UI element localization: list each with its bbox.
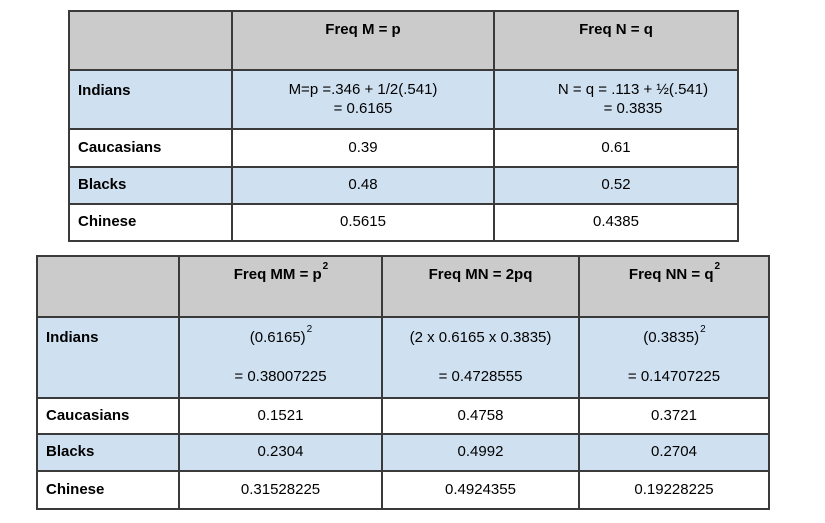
row-label: Blacks [36,433,180,472]
row-label: Indians [68,69,233,130]
value-cell: (0.3835)2 = 0.14707225 [578,316,770,399]
table-row-caucasians: Caucasians 0.39 0.61 [68,128,739,168]
column-header-freq-mn: Freq MN = 2pq [381,255,580,318]
result-line: = 0.3835 [603,99,663,117]
value-cell: 0.1521 [178,397,383,435]
result-line: = 0.38007225 [234,367,327,385]
result-line: = 0.4728555 [438,367,523,385]
corner-cell [68,10,233,71]
row-label: Caucasians [36,397,180,435]
value-cell: 0.2304 [178,433,383,472]
row-label: Indians [36,316,180,399]
value-cell: 0.3721 [578,397,770,435]
table-header-row: Freq M = p Freq N = q [68,10,739,71]
formula-line: (0.6165)2 [249,323,313,346]
table-row-indians: Indians (0.6165)2 = 0.38007225 (2 x 0.61… [36,316,770,399]
value-cell: 0.5615 [231,203,495,242]
table-header-row: Freq MM = p2 Freq MN = 2pq Freq NN = q2 [36,255,770,318]
table-row-caucasians: Caucasians 0.1521 0.4758 0.3721 [36,397,770,435]
corner-cell [36,255,180,318]
column-header-freq-n: Freq N = q [493,10,739,71]
table-row-blacks: Blacks 0.2304 0.4992 0.2704 [36,433,770,472]
superscript: 2 [714,261,721,272]
superscript: 2 [306,323,313,335]
value-cell: 0.52 [493,166,739,205]
value-cell: M=p =.346 + 1/2(.541) = 0.6165 [231,69,495,130]
superscript: 2 [700,323,706,335]
value-cell: 0.48 [231,166,495,205]
value-cell: N = q = .113 + ½(.541) = 0.3835 [493,69,739,130]
value-cell: 0.19228225 [578,470,770,510]
row-label: Chinese [36,470,180,510]
value-cell: 0.61 [493,128,739,168]
superscript: 2 [322,261,329,272]
table-row-chinese: Chinese 0.5615 0.4385 [68,203,739,242]
value-cell: 0.2704 [578,433,770,472]
result-line: = 0.14707225 [627,367,721,385]
value-cell: 0.39 [231,128,495,168]
result-line: = 0.6165 [333,99,393,117]
formula-line: N = q = .113 + ½(.541) [557,80,709,98]
row-label: Chinese [68,203,233,242]
table-row-chinese: Chinese 0.31528225 0.4924355 0.19228225 [36,470,770,510]
allele-frequency-table: Freq M = p Freq N = q Indians M=p =.346 … [68,10,739,242]
formula-line: (2 x 0.6165 x 0.3835) [409,328,552,346]
formula-line: (0.3835)2 [643,323,706,346]
table-row-blacks: Blacks 0.48 0.52 [68,166,739,205]
column-header-freq-m: Freq M = p [231,10,495,71]
formula-line: M=p =.346 + 1/2(.541) [288,80,438,98]
value-cell: (0.6165)2 = 0.38007225 [178,316,383,399]
genotype-frequency-table: Freq MM = p2 Freq MN = 2pq Freq NN = q2 … [36,255,770,510]
value-cell: 0.4385 [493,203,739,242]
column-header-freq-nn: Freq NN = q2 [578,255,770,318]
value-cell: 0.4924355 [381,470,580,510]
row-label: Caucasians [68,128,233,168]
value-cell: (2 x 0.6165 x 0.3835) = 0.4728555 [381,316,580,399]
row-label: Blacks [68,166,233,205]
column-header-freq-mm: Freq MM = p2 [178,255,383,318]
value-cell: 0.31528225 [178,470,383,510]
value-cell: 0.4758 [381,397,580,435]
table-row-indians: Indians M=p =.346 + 1/2(.541) = 0.6165 N… [68,69,739,130]
value-cell: 0.4992 [381,433,580,472]
